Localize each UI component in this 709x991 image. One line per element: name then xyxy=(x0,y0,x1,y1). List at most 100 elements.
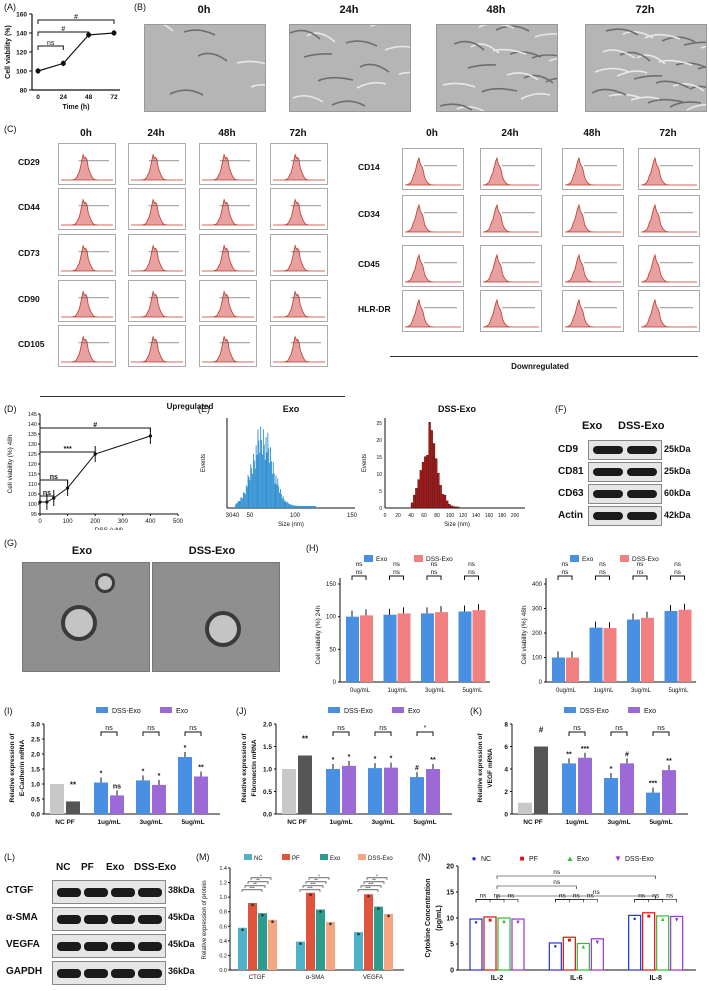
sig-bracket xyxy=(475,899,519,903)
y-tick-label: 100 xyxy=(532,656,543,662)
flow-histogram xyxy=(128,188,186,230)
blot-band xyxy=(627,512,657,520)
histogram-bar xyxy=(314,505,316,508)
cell-shape xyxy=(644,33,681,40)
histogram-bar xyxy=(288,503,289,508)
flow-histogram xyxy=(562,195,624,237)
x-tick-label: NC PF xyxy=(287,819,307,826)
histogram-area xyxy=(564,253,621,283)
x-tick-label: NC PF xyxy=(55,819,75,826)
histogram-area xyxy=(202,335,254,363)
sig-mark: ns xyxy=(393,561,401,568)
histogram-bar xyxy=(255,445,257,508)
histogram-bar xyxy=(248,477,250,508)
x-tick-label: 1ug/mL xyxy=(329,819,352,826)
x-tick-label: 3ug/mL xyxy=(139,819,162,826)
x-tick-label: 0 xyxy=(36,94,40,101)
histogram-bar xyxy=(249,480,251,508)
sig-mark: * xyxy=(142,768,145,775)
sig-bracket xyxy=(634,899,649,903)
histogram-area xyxy=(61,290,113,318)
sig-mark: # xyxy=(415,765,419,772)
flow-histogram xyxy=(199,325,257,367)
sig-bracket xyxy=(244,885,266,888)
flow-time-label: 48h xyxy=(218,128,236,139)
histogram-bar xyxy=(246,486,248,508)
histogram-bar xyxy=(270,447,271,508)
x-tick-label: 5ug/mL xyxy=(181,819,204,826)
cell-shape xyxy=(345,40,378,47)
legend-label: Exo xyxy=(330,856,341,862)
panel-label-h: (H) xyxy=(306,543,319,553)
histogram-bar xyxy=(295,505,297,508)
data-marker: ■ xyxy=(647,914,651,920)
bar-exo xyxy=(664,610,678,682)
sig-bracket xyxy=(557,575,573,580)
legend-symbol: ■ xyxy=(520,854,525,863)
bar-dss-exo xyxy=(590,938,604,971)
panel-label-c: (C) xyxy=(4,124,17,134)
histogram-bar xyxy=(278,486,280,508)
bar-nc xyxy=(354,932,363,970)
flow-histogram xyxy=(402,290,464,332)
sig-bracket xyxy=(595,575,610,580)
cell-shape xyxy=(636,54,666,65)
downregulated-rule xyxy=(390,356,698,357)
histogram-bar xyxy=(446,500,449,509)
bar-exo xyxy=(662,770,676,814)
sig-mark: ns xyxy=(480,892,488,899)
histogram-bar xyxy=(236,503,238,508)
bar-dss-exo xyxy=(604,778,618,814)
histogram-area xyxy=(61,198,113,226)
sig-bracket xyxy=(464,575,479,580)
blot-band xyxy=(84,942,108,951)
cell-shape xyxy=(548,57,557,62)
sig-bracket xyxy=(37,45,64,50)
micrograph-image xyxy=(289,24,411,112)
bar-dss-exo xyxy=(410,777,424,814)
x-tick-label: 400 xyxy=(145,519,156,525)
legend-label: PF xyxy=(529,856,538,863)
data-dot xyxy=(271,920,274,924)
legend-swatch xyxy=(160,707,172,713)
blot-kda-label: 45kDa xyxy=(168,912,195,922)
flow-histogram xyxy=(199,280,257,322)
sig-mark: ns xyxy=(593,889,601,896)
blot-kda-label: 38kDa xyxy=(168,885,195,895)
y-tick-label: 2 xyxy=(504,789,508,796)
histogram-area xyxy=(61,335,113,363)
legend-swatch xyxy=(414,555,423,562)
histogram-bar xyxy=(298,505,300,508)
histogram-bar xyxy=(310,505,312,508)
sig-bracket xyxy=(39,479,69,484)
y-tick-label: 8 xyxy=(504,722,508,729)
blot-band xyxy=(138,915,162,924)
histogram-bar xyxy=(279,492,280,508)
sig-mark: ns xyxy=(599,569,607,576)
data-dot xyxy=(319,910,322,913)
histogram-bar xyxy=(253,460,255,508)
histogram-bar xyxy=(273,473,275,508)
panel-label-l: (L) xyxy=(4,852,15,862)
cell-shape xyxy=(145,25,174,32)
cell-shape xyxy=(661,36,696,43)
panel-k-chart: 0 2 4 6 8 Relative expression of VEGF mRNA DSS-… xyxy=(477,707,688,826)
x-tick-label: IL-8 xyxy=(649,975,662,982)
sig-mark: ns xyxy=(431,561,439,568)
panel-d-chart: 95 100 105 110 115 120 125 130 135 140 145 0 100 200 3… xyxy=(7,412,184,530)
y-tick-label: 10 xyxy=(446,916,454,923)
x-tick-label: 40 xyxy=(233,513,240,519)
x-tick-label: 5ug/mL xyxy=(649,819,672,826)
blot-band xyxy=(593,446,623,454)
data-marker: ● xyxy=(554,944,558,950)
sig-mark: ns xyxy=(637,569,645,576)
data-dot xyxy=(367,894,370,898)
x-tick-label: 160 xyxy=(485,513,494,519)
cell-shape xyxy=(384,45,410,51)
histogram-bar xyxy=(294,505,296,508)
bar-dss-exo xyxy=(670,915,684,971)
y-tick-label: 130 xyxy=(28,442,37,448)
panel-label-f: (F) xyxy=(555,404,567,414)
x-tick-label: 1ug/mL xyxy=(593,688,614,694)
bar-exo xyxy=(152,784,166,814)
